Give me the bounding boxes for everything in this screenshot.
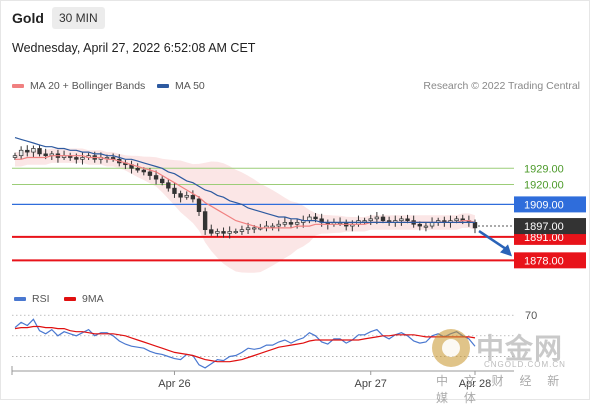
time-tick-label: Apr 26	[158, 378, 190, 390]
candle-body	[417, 223, 422, 227]
candle-body	[18, 149, 24, 157]
watermark-url: CNGOLD.COM.CN	[484, 360, 566, 369]
timeframe-badge[interactable]: 30 MIN	[52, 7, 105, 29]
rsi-line	[14, 318, 476, 369]
watermark-subtitle: 中 文 财 经 新 媒 体	[436, 374, 566, 405]
candle-body	[288, 222, 294, 225]
candle-body	[282, 222, 288, 225]
support-level-label: 1878.00	[524, 255, 564, 267]
resistance-level-label: 1920.00	[524, 180, 564, 192]
legend-rsi-ma: 9MA	[64, 293, 104, 305]
candle-body	[399, 218, 404, 221]
instrument-title: Gold	[12, 10, 44, 26]
candle-body	[166, 182, 171, 189]
last-price-label: 1897.00	[524, 221, 564, 233]
candle-body	[368, 218, 373, 221]
time-tick-label: Apr 27	[355, 378, 387, 390]
candle-body	[43, 153, 48, 157]
candle-body	[233, 231, 238, 234]
candle-body	[147, 171, 153, 176]
candle-body	[12, 155, 18, 158]
forecast-arrow-head	[500, 244, 512, 257]
candle-body	[37, 148, 42, 155]
candle-body	[74, 157, 79, 160]
legend-label-bollinger: MA 20 + Bollinger Bands	[30, 80, 146, 92]
candle-body	[80, 157, 85, 160]
legend-label-ma50: MA 50	[175, 80, 205, 92]
resistance-level-badge	[514, 196, 586, 213]
resistance-level-label: 1909.00	[524, 199, 564, 211]
candle-body	[190, 195, 196, 200]
candle-body	[380, 216, 386, 221]
support-level-badge	[514, 252, 586, 269]
candle-body	[172, 187, 177, 194]
candle-body	[184, 195, 189, 198]
candle-body	[31, 148, 36, 153]
legend-label-rsi: RSI	[32, 293, 50, 305]
candle-body	[227, 231, 232, 234]
candle-body	[276, 223, 281, 227]
datetime-label: Wednesday, April 27, 2022 6:52:08 AM CET	[12, 41, 256, 55]
watermark-logo-icon	[432, 329, 470, 367]
legend-rsi: RSI	[14, 293, 50, 305]
bollinger-band	[15, 148, 475, 273]
legend-swatch-rsi-ma	[64, 297, 76, 302]
candle-body	[135, 167, 140, 171]
candle-body	[153, 175, 159, 180]
legend-swatch-bollinger	[12, 84, 24, 89]
candle-body	[221, 231, 226, 234]
candle-body	[202, 211, 208, 231]
resistance-level-label: 1929.00	[524, 163, 564, 175]
candle-body	[405, 218, 410, 221]
rsi-level-label: 70	[525, 310, 537, 322]
candle-body	[178, 193, 183, 198]
candle-body	[209, 229, 214, 234]
legend-swatch-ma50	[157, 84, 169, 89]
forecast-arrow	[478, 230, 509, 252]
candle-body	[294, 222, 300, 225]
candle-body	[362, 220, 367, 223]
candle-body	[239, 229, 245, 232]
legend-swatch-rsi	[14, 297, 26, 302]
header: Gold 30 MIN	[0, 0, 590, 36]
legend-ma50: MA 50	[157, 80, 205, 92]
legend-label-rsi-ma: 9MA	[82, 293, 104, 305]
legend-bollinger: MA 20 + Bollinger Bands	[12, 80, 145, 92]
rsi-ma-line	[14, 325, 476, 363]
ma50-line	[14, 137, 475, 223]
watermark-brand: 中金网	[476, 332, 564, 365]
candle-body	[472, 222, 478, 229]
last-price-badge	[514, 218, 586, 235]
candle-body	[160, 178, 165, 184]
candle-body	[270, 225, 275, 228]
candle-body	[313, 216, 318, 220]
watermark: 中金网 CNGOLD.COM.CN 中 文 财 经 新 媒 体	[432, 327, 582, 405]
candle-body	[196, 198, 202, 212]
research-credit: Research © 2022 Trading Central	[423, 80, 580, 92]
candle-body	[454, 218, 459, 221]
candle-body	[25, 149, 30, 153]
candle-body	[374, 216, 380, 220]
time-tick-label: Apr 28	[459, 378, 491, 390]
candle-body	[252, 227, 257, 230]
candle-body	[215, 231, 220, 234]
candle-body	[423, 225, 429, 228]
support-level-label: 1891.00	[524, 232, 564, 244]
candle-body	[245, 227, 251, 231]
candle-body	[141, 169, 146, 173]
